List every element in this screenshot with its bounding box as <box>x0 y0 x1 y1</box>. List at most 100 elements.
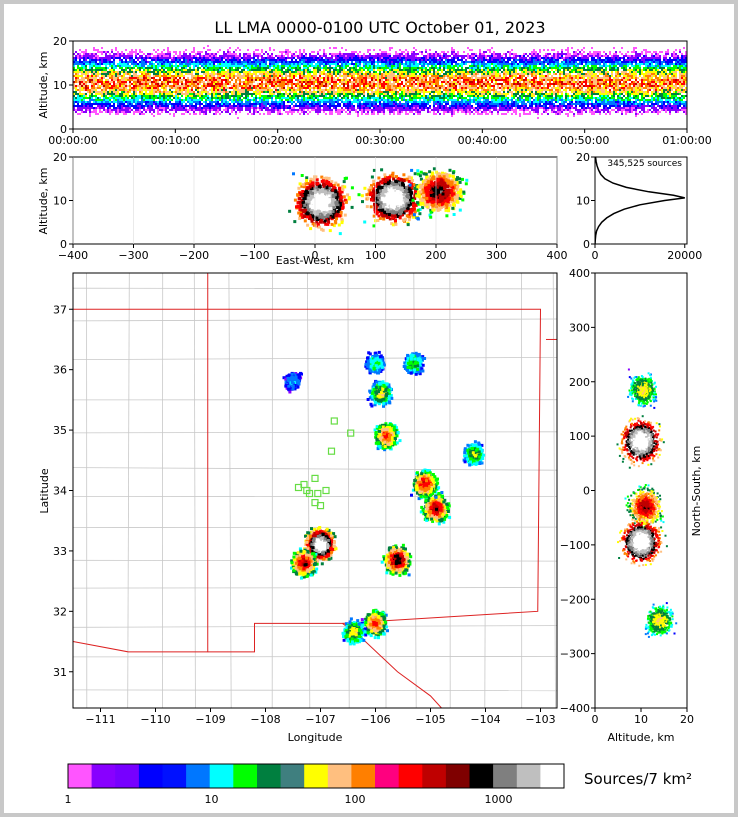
colorbar: 1 10 100 1000 Sources/7 km² <box>65 763 692 806</box>
colorbar-swatch-18 <box>469 764 494 788</box>
plan-view-xtick-label: −105 <box>415 713 445 726</box>
colorbar-swatch-11 <box>304 764 329 788</box>
colorbar-tick-label: 1000 <box>485 793 513 806</box>
plan-view-ytick-label: 32 <box>53 605 67 618</box>
ew-altitude-panel: −400 −300 −200 −100 0 100 200 300 400 0 10 20 Altit… <box>37 151 568 267</box>
plan-view-xlabel: Longitude <box>288 731 343 744</box>
lma-station-6 <box>311 474 319 482</box>
altitude-ns-density <box>616 368 678 638</box>
plan-view-axes: −111 −110 −109 −108 −107 −106 −105 −104 −103 31 32… <box>53 303 556 726</box>
colorbar-label: Sources/7 km² <box>584 770 692 788</box>
colorbar-frame <box>67 763 565 789</box>
time-height-panel: 00:00:00 00:10:00 00:20:00 00:30:00 00:40:00… <box>37 35 712 147</box>
ew-altitude-xtick-label: −400 <box>58 249 88 262</box>
colorbar-tick-label: 10 <box>205 793 219 806</box>
figure-svg: LL LMA 0000-0100 UTC October 01, 2023 00… <box>37 18 712 806</box>
time-height-ytick-label: 0 <box>60 123 67 136</box>
ew-altitude-ytick-label: 20 <box>53 151 67 164</box>
ew-altitude-ytick-label: 10 <box>53 195 67 208</box>
plan-view-density <box>282 350 486 646</box>
plan-view-panel: −111 −110 −109 −108 −107 −106 −105 −104 −103 31 32… <box>38 272 558 744</box>
time-height-xtick-label: 00:00:00 <box>48 134 97 147</box>
colorbar-swatch-21 <box>540 764 565 788</box>
colorbar-swatch-3 <box>115 764 140 788</box>
plan-view-ytick-label: 35 <box>53 424 67 437</box>
ew-altitude-ylabel: Altitude, km <box>37 167 50 234</box>
altitude-histogram-xtick-label: 0 <box>592 249 599 262</box>
colorbar-tick-label: 100 <box>345 793 366 806</box>
altitude-ns-ytick-label: 0 <box>583 485 590 498</box>
colorbar-swatch-12 <box>327 764 352 788</box>
altitude-ns-xtick-label: 10 <box>634 713 648 726</box>
colorbar-ticks: 1 10 100 1000 <box>65 793 513 806</box>
altitude-ns-xtick-label: 0 <box>592 713 599 726</box>
plan-view-xtick-label: −104 <box>470 713 500 726</box>
colorbar-swatch-10 <box>280 764 305 788</box>
colorbar-swatch-5 <box>162 764 187 788</box>
colorbar-swatch-8 <box>233 764 258 788</box>
altitude-ns-axes: 0 10 20 400 300 200 100 0 −100 −200 −300 −400 <box>560 267 694 726</box>
lma-station-1 <box>330 417 338 425</box>
altitude-ns-ylabel: North-South, km <box>690 446 703 537</box>
altitude-histogram-ytick-label: 10 <box>576 195 590 208</box>
plan-view-ytick-label: 33 <box>53 545 67 558</box>
time-height-xtick-label: 00:30:00 <box>355 134 404 147</box>
altitude-histogram-plot <box>595 157 685 244</box>
time-height-axes: 00:00:00 00:10:00 00:20:00 00:30:00 00:40:00… <box>48 35 711 147</box>
altitude-histogram-frame <box>594 156 688 245</box>
ew-altitude-xtick-label: 200 <box>426 249 447 262</box>
ew-altitude-ytick-label: 0 <box>60 238 67 251</box>
time-height-ylabel: Altitude, km <box>37 51 50 118</box>
altitude-ns-ytick-label: 100 <box>569 430 590 443</box>
plan-view-xtick-label: −109 <box>195 713 225 726</box>
altitude-ns-xlabel: Altitude, km <box>607 731 674 744</box>
altitude-ns-ytick-label: 300 <box>569 321 590 334</box>
figure-canvas: LL LMA 0000-0100 UTC October 01, 2023 00… <box>4 4 734 813</box>
lma-station-11 <box>316 502 325 510</box>
ew-altitude-xlabel: East-West, km <box>276 254 354 267</box>
plan-view-ylabel: Latitude <box>38 468 51 514</box>
altitude-histogram-panel: 0 20000 0 10 20 345,525 sources <box>576 151 702 262</box>
colorbar-swatch-19 <box>493 764 518 788</box>
source-count-annotation: 345,525 sources <box>607 159 682 169</box>
plan-view-xtick-label: −103 <box>525 713 555 726</box>
altitude-ns-panel: 0 10 20 400 300 200 100 0 −100 −200 −300 −400 North… <box>560 267 703 744</box>
ew-altitude-xtick-label: 300 <box>486 249 507 262</box>
colorbar-swatch-14 <box>375 764 400 788</box>
lma-station-8 <box>314 489 322 498</box>
plan-view-xtick-label: −110 <box>140 713 170 726</box>
time-height-xtick-label: 00:50:00 <box>560 134 609 147</box>
lma-station-2 <box>347 429 355 437</box>
colorbar-swatch-13 <box>351 764 376 788</box>
ew-altitude-xtick-label: −300 <box>118 249 148 262</box>
plan-view-stations <box>294 417 355 510</box>
plan-view-xtick-label: −106 <box>360 713 390 726</box>
colorbar-swatches <box>68 764 565 788</box>
time-height-xtick-label: 00:20:00 <box>253 134 302 147</box>
ew-altitude-xtick-label: 0 <box>312 249 319 262</box>
time-height-xtick-label: 01:00:00 <box>662 134 711 147</box>
ew-altitude-xtick-label: −200 <box>179 249 209 262</box>
altitude-ns-ytick-label: 400 <box>569 267 590 280</box>
colorbar-swatch-9 <box>257 764 282 788</box>
altitude-histogram-ytick-label: 0 <box>583 238 590 251</box>
time-height-xtick-label: 00:40:00 <box>458 134 507 147</box>
colorbar-swatch-2 <box>91 764 116 788</box>
lma-station-3 <box>327 447 336 455</box>
colorbar-swatch-15 <box>398 764 423 788</box>
altitude-histogram-xtick-label: 20000 <box>667 249 702 262</box>
chart-title: LL LMA 0000-0100 UTC October 01, 2023 <box>214 18 545 37</box>
time-height-ytick-label: 10 <box>53 79 67 92</box>
time-height-density <box>73 45 687 119</box>
colorbar-swatch-6 <box>186 764 211 788</box>
altitude-histogram-line <box>595 157 685 244</box>
colorbar-swatch-4 <box>138 764 163 788</box>
colorbar-swatch-20 <box>516 764 541 788</box>
time-height-ytick-label: 20 <box>53 35 67 48</box>
plan-view-ytick-label: 37 <box>53 303 67 316</box>
ew-altitude-xtick-label: −100 <box>239 249 269 262</box>
plan-view-xtick-label: −107 <box>305 713 335 726</box>
lma-station-9 <box>322 486 330 495</box>
plan-view-ytick-label: 31 <box>53 666 67 679</box>
altitude-histogram-ytick-label: 20 <box>576 151 590 164</box>
